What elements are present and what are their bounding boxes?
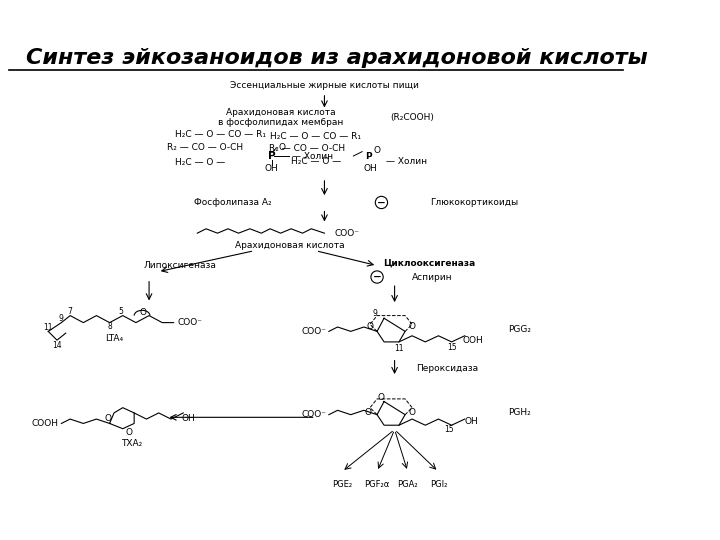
Text: −: − (377, 198, 386, 207)
Text: O: O (366, 322, 374, 332)
Text: OH: OH (464, 417, 479, 426)
Text: COO⁻: COO⁻ (335, 228, 360, 238)
Text: O: O (409, 322, 415, 332)
Text: −: − (373, 272, 382, 282)
Text: Циклооксигеназа: Циклооксигеназа (384, 259, 476, 267)
Text: 15: 15 (447, 343, 456, 352)
Text: PGF₂α: PGF₂α (364, 481, 390, 489)
Text: OH: OH (265, 164, 279, 173)
Text: H₂C — O — CO — R₁: H₂C — O — CO — R₁ (176, 130, 266, 139)
Text: Арахидоновая кислота: Арахидоновая кислота (235, 241, 344, 250)
Text: 7: 7 (68, 307, 73, 316)
Text: 11: 11 (43, 323, 53, 333)
Text: Аспирин: Аспирин (412, 273, 453, 281)
Text: 14: 14 (52, 341, 62, 350)
Text: 11: 11 (395, 345, 404, 353)
Text: O: O (365, 408, 372, 416)
Text: PGH₂: PGH₂ (508, 408, 531, 416)
Text: O: O (279, 143, 286, 152)
Text: 9: 9 (59, 314, 64, 323)
Text: COO⁻: COO⁻ (301, 327, 326, 336)
Text: PGG₂: PGG₂ (508, 325, 531, 334)
Text: R₂ — CO — O-CH: R₂ — CO — O-CH (269, 145, 345, 153)
Text: P: P (268, 151, 276, 161)
Text: O: O (378, 393, 385, 402)
Text: P: P (365, 152, 372, 160)
Text: O: O (409, 408, 415, 416)
Text: O: O (104, 414, 112, 423)
Text: 5: 5 (119, 307, 123, 316)
Text: 9: 9 (373, 309, 378, 319)
Text: Арахидоновая кислота
в фосфолипидах мембран: Арахидоновая кислота в фосфолипидах мемб… (218, 107, 343, 127)
Text: COOH: COOH (32, 419, 59, 428)
Text: H₂C — O —: H₂C — O — (291, 157, 341, 166)
Text: LTA₄: LTA₄ (105, 334, 123, 343)
Text: Синтез эйкозаноидов из арахидоновой кислоты: Синтез эйкозаноидов из арахидоновой кисл… (27, 48, 648, 68)
Text: OH: OH (181, 414, 195, 423)
Text: H₂C — O —: H₂C — O — (176, 158, 225, 167)
Text: Эссенциальные жирные кислоты пищи: Эссенциальные жирные кислоты пищи (230, 82, 419, 90)
Text: Пероксидаза: Пероксидаза (416, 364, 478, 373)
Text: O: O (140, 308, 146, 316)
Text: 8: 8 (107, 322, 112, 332)
Text: O: O (125, 428, 132, 437)
Text: Фосфолипаза А₂: Фосфолипаза А₂ (194, 198, 271, 207)
Text: 15: 15 (444, 425, 454, 434)
Text: OOH: OOH (463, 336, 484, 345)
Text: TXA₂: TXA₂ (121, 439, 142, 448)
Text: — Холин: — Холин (386, 157, 427, 166)
Text: R₂ — CO — O-CH: R₂ — CO — O-CH (166, 143, 243, 152)
Text: OH: OH (363, 164, 377, 173)
Text: Липоксигеназа: Липоксигеназа (143, 261, 216, 270)
Text: (R₂COOH): (R₂COOH) (390, 113, 434, 122)
Text: COO⁻: COO⁻ (301, 410, 326, 419)
Text: Глюкокортикоиды: Глюкокортикоиды (430, 198, 518, 207)
Text: H₂C — O — CO — R₁: H₂C — O — CO — R₁ (270, 132, 361, 141)
Text: O: O (374, 146, 381, 155)
Text: PGA₂: PGA₂ (397, 481, 418, 489)
Text: PGI₂: PGI₂ (430, 481, 447, 489)
Text: — Холин: — Холин (292, 152, 333, 160)
Text: PGE₂: PGE₂ (332, 481, 352, 489)
Text: COO⁻: COO⁻ (177, 318, 202, 327)
